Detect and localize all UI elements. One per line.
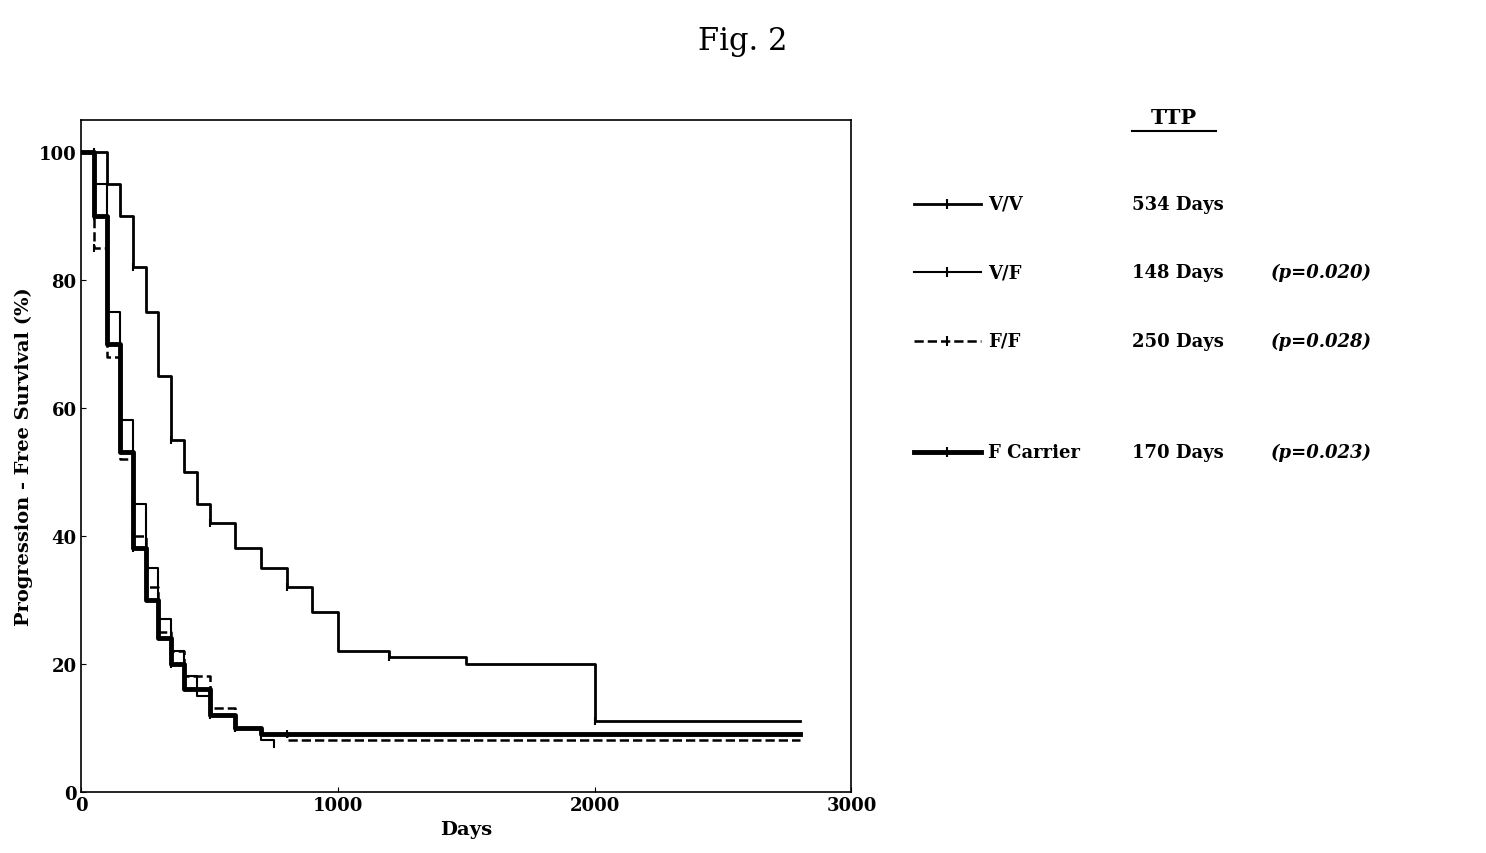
- Text: F/F: F/F: [988, 332, 1021, 351]
- Text: F Carrier: F Carrier: [988, 443, 1080, 461]
- Text: 250 Days: 250 Days: [1132, 332, 1224, 351]
- Text: 534 Days: 534 Days: [1132, 195, 1224, 214]
- Text: (p=0.020): (p=0.020): [1271, 264, 1372, 282]
- X-axis label: Days: Days: [440, 820, 492, 838]
- Text: V/V: V/V: [988, 195, 1022, 214]
- Text: (p=0.028): (p=0.028): [1271, 332, 1372, 351]
- Text: V/F: V/F: [988, 264, 1022, 282]
- Text: (p=0.023): (p=0.023): [1271, 443, 1372, 461]
- Text: 170 Days: 170 Days: [1132, 443, 1224, 461]
- Text: 148 Days: 148 Days: [1132, 264, 1224, 282]
- Y-axis label: Progression - Free Survival (%): Progression - Free Survival (%): [15, 287, 33, 625]
- Text: TTP: TTP: [1150, 108, 1198, 128]
- Text: Fig. 2: Fig. 2: [698, 26, 788, 56]
